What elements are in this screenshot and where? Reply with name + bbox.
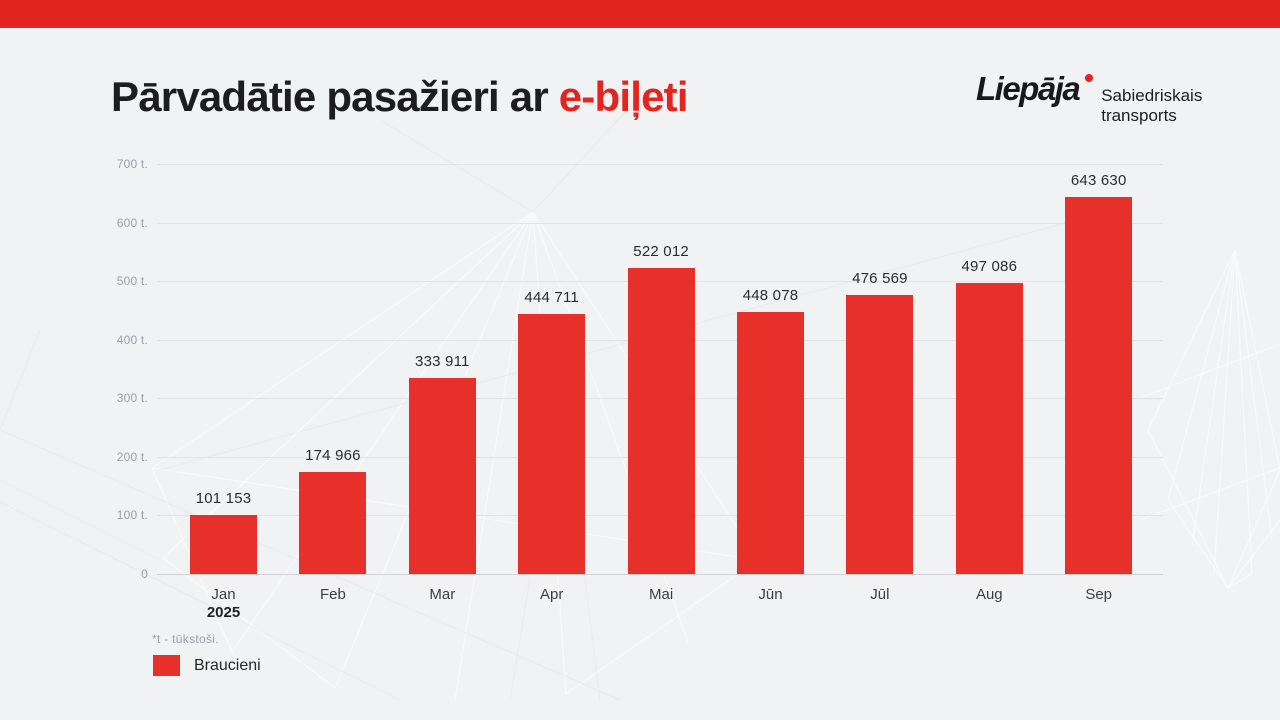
bar-value-label: 497 086 xyxy=(961,257,1018,275)
page-title-highlight: e-biļeti xyxy=(558,73,689,120)
page-title: Pārvadātie pasažieri ar e-biļeti xyxy=(111,73,689,120)
x-axis-label: Sep xyxy=(1085,586,1113,603)
gridline xyxy=(157,164,1163,165)
x-axis-label: Jūl xyxy=(870,586,890,603)
bar-value-label: 444 711 xyxy=(524,288,579,306)
x-axis-label: Jūn xyxy=(758,586,783,603)
y-tick-label: 0 xyxy=(141,567,148,581)
bar-value-label: 643 630 xyxy=(1070,172,1127,190)
y-tick-label: 100 t. xyxy=(116,508,148,523)
gridline xyxy=(157,222,1163,224)
plot-area: 0 100 t. 200 t. 300 t. 400 t. 500 t. 600 t. 700… xyxy=(117,157,1163,621)
x-axis-label: Mar xyxy=(429,586,456,603)
bar-apr xyxy=(518,313,586,574)
footnote: *t - tūkstoši. xyxy=(152,632,219,646)
x-axis-label: Apr xyxy=(540,586,564,603)
logo-tagline-line1: Sabiedriskais xyxy=(1101,86,1203,105)
bar-mai xyxy=(627,268,695,574)
bar-value-label: 101 153 xyxy=(195,489,252,507)
logo-wordmark: Liepāja xyxy=(976,70,1081,107)
y-tick-label: 400 t. xyxy=(116,332,148,347)
top-accent-bar xyxy=(0,0,1280,28)
bar-feb xyxy=(299,471,367,574)
bar-jūn xyxy=(737,311,804,574)
logo-tagline-line2: transports xyxy=(1101,106,1177,126)
x-axis-label: Mai xyxy=(649,586,674,603)
legend-label: Braucieni xyxy=(194,656,261,674)
logo-wordmark-wrap: Liepāja xyxy=(976,70,1094,107)
logo-red-dot-icon xyxy=(1085,74,1094,82)
legend: Braucieni xyxy=(153,655,261,676)
bar-value-label: 174 966 xyxy=(305,446,361,464)
y-tick-label: 200 t. xyxy=(116,449,148,464)
bar-value-label: 476 569 xyxy=(852,269,908,287)
bar-mar xyxy=(408,378,476,574)
liepaja-logo: Liepāja Sabiedriskais transports xyxy=(976,72,1202,127)
x-axis-label: Jan xyxy=(211,586,236,603)
y-tick-label: 600 t. xyxy=(116,215,148,230)
logo-tagline: Sabiedriskais transports xyxy=(1101,86,1202,127)
y-tick-label: 700 t. xyxy=(116,157,148,171)
legend-swatch xyxy=(153,655,180,676)
bar-aug xyxy=(955,282,1023,574)
x-axis-year-label: 2025 xyxy=(206,604,241,621)
bar-value-label: 522 012 xyxy=(633,243,689,261)
gridline xyxy=(157,574,1163,575)
y-tick-label: 300 t. xyxy=(116,391,148,406)
bar-sep xyxy=(1065,197,1133,574)
bar-jūl xyxy=(846,294,914,574)
x-axis-label: Aug xyxy=(975,586,1003,603)
page-title-text: Pārvadātie pasažieri ar xyxy=(111,73,549,120)
y-tick-label: 500 t. xyxy=(116,274,148,289)
bar-value-label: 333 911 xyxy=(415,353,470,371)
x-axis-label: Feb xyxy=(319,586,346,603)
bar-jan xyxy=(190,514,257,574)
bar-value-label: 448 078 xyxy=(742,286,799,304)
